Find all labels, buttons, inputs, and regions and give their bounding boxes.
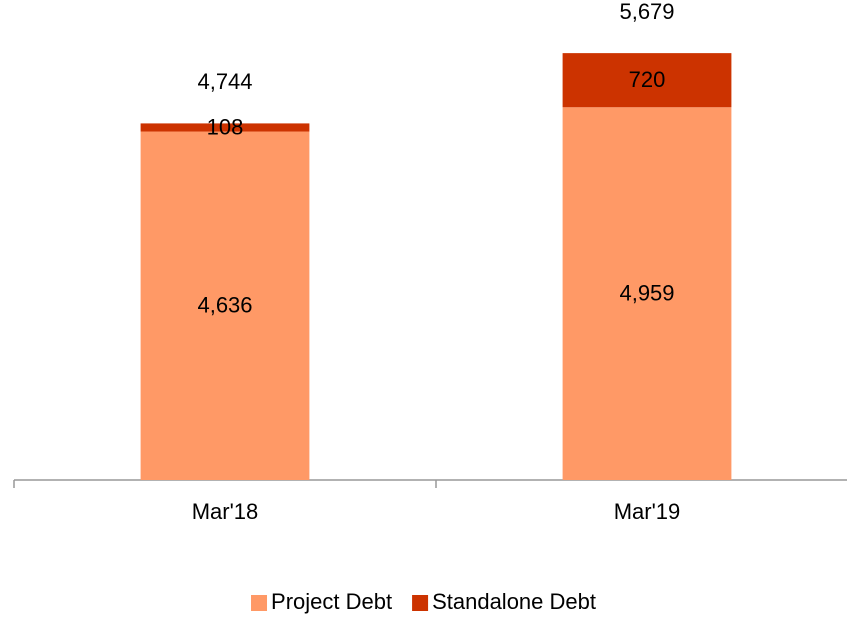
x-tick-label: Mar'18 [192,499,259,524]
bar-segment [562,107,732,480]
legend-swatch [251,595,268,611]
value-label: 720 [629,67,666,92]
legend-label: Project Debt [271,589,392,614]
bar-segment [140,131,310,480]
value-label: 4,636 [197,293,252,318]
x-tick-label: Mar'19 [614,499,681,524]
total-label: 5,679 [619,0,674,24]
value-label: 4,959 [619,280,674,305]
legend-label: Standalone Debt [432,589,596,614]
total-label: 4,744 [197,69,252,94]
bar-segment [140,123,310,132]
value-label: 108 [207,114,244,139]
legend-swatch [412,595,429,611]
bar-segment [562,53,732,108]
